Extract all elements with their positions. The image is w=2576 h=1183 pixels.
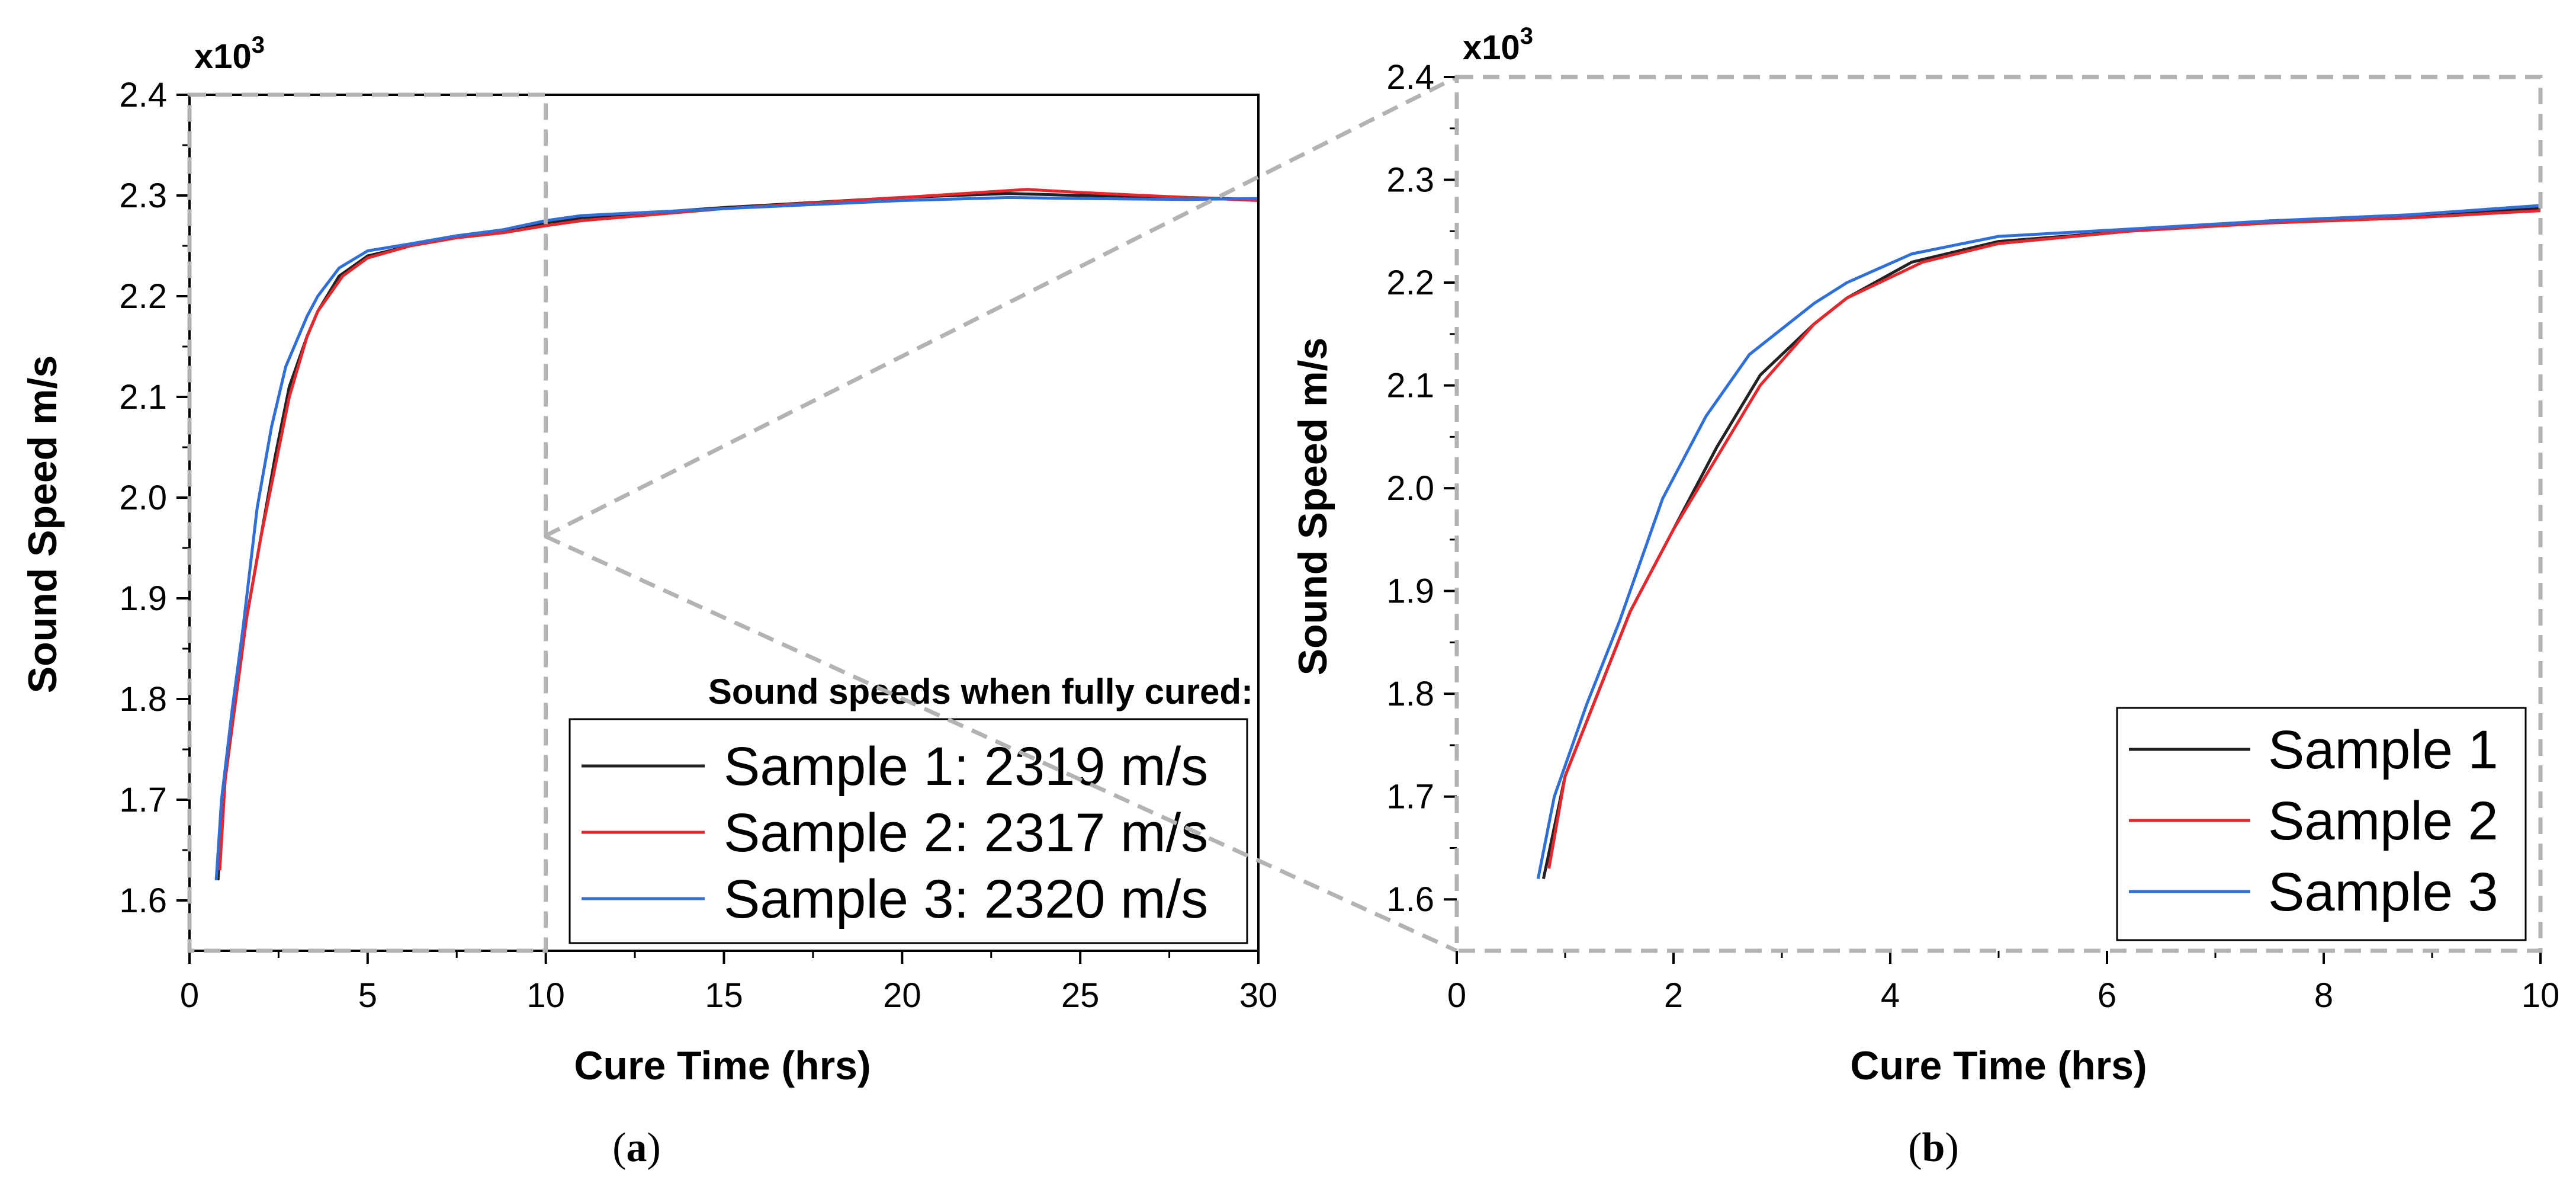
chart-b-x-tick-label: 4 xyxy=(1881,976,1900,1015)
panel-label-a: (a) xyxy=(612,1125,661,1171)
chart-a-legend: Sound speeds when fully cured: Sample 1:… xyxy=(568,672,1253,944)
chart-a-x-tick-label: 25 xyxy=(1061,976,1100,1015)
chart-a-x-axis-title: Cure Time (hrs) xyxy=(574,1043,871,1088)
chart-a-y-multiplier: x103 xyxy=(194,32,265,76)
chart-b-series xyxy=(1536,204,2541,880)
chart-b-legend-label-sample-3: Sample 3 xyxy=(2268,862,2498,922)
chart-a-series-line-sample-2 xyxy=(218,188,1259,871)
chart-a-legend-title: Sound speeds when fully cured: xyxy=(708,672,1253,711)
chart-a-y-tick-labels: 1.6 1.7 1.8 1.9 2.0 2.1 2.2 2.3 2.4 xyxy=(119,76,167,920)
chart-a-legend-label-sample-3: Sample 3: 2320 m/s xyxy=(724,869,1208,929)
chart-b-frame xyxy=(1454,75,2543,953)
chart-b-y-tick-label: 2.4 xyxy=(1386,58,1434,97)
chart-b-x-tick-label: 10 xyxy=(2522,976,2560,1015)
chart-b-y-tick-label: 2.1 xyxy=(1386,367,1434,405)
chart-a-y-axis-title: Sound Speed m/s xyxy=(20,355,65,694)
chart-a-x-tick-label: 10 xyxy=(526,976,565,1015)
chart-a-y-tick-label: 2.4 xyxy=(119,76,167,114)
panel-label-b: (b) xyxy=(1908,1125,1959,1171)
chart-b: 0 2 4 6 8 10 1.6 1.7 1.8 1.9 2.0 2.1 2.2 2.3 2.4 x103… xyxy=(1290,23,2559,1088)
chart-b-legend: Sample 1 Sample 2 Sample 3 xyxy=(2116,707,2527,941)
chart-a-x-tick-label: 15 xyxy=(705,976,743,1015)
chart-a-legend-label-sample-1: Sample 1: 2319 m/s xyxy=(724,736,1208,797)
chart-b-legend-label-sample-2: Sample 2 xyxy=(2268,791,2498,851)
chart-a-y-tick-label: 1.8 xyxy=(119,680,167,719)
chart-b-x-tick-label: 2 xyxy=(1664,976,1683,1015)
chart-a-y-tick-label: 1.9 xyxy=(119,579,167,618)
chart-b-y-tick-label: 1.6 xyxy=(1386,880,1434,919)
chart-b-x-tick-labels: 0 2 4 6 8 10 xyxy=(1447,976,2559,1015)
chart-a-series-line-sample-3 xyxy=(214,195,1259,881)
chart-b-y-tick-label: 1.9 xyxy=(1386,572,1434,611)
chart-b-y-tick-label: 1.8 xyxy=(1386,675,1434,713)
chart-a-y-tick-label: 1.6 xyxy=(119,881,167,920)
chart-b-x-tick-label: 8 xyxy=(2314,976,2333,1015)
chart-b-x-tick-label: 6 xyxy=(2098,976,2116,1015)
zoom-guide-lower xyxy=(544,534,1458,953)
chart-b-y-tick-label: 2.0 xyxy=(1386,469,1434,508)
chart-a-x-tick-label: 0 xyxy=(180,976,199,1015)
chart-a-x-tick-labels: 0 5 10 15 20 25 30 xyxy=(180,976,1277,1015)
chart-b-y-tick-labels: 1.6 1.7 1.8 1.9 2.0 2.1 2.2 2.3 2.4 xyxy=(1386,58,1434,919)
chart-a-y-tick-label: 2.0 xyxy=(119,479,167,517)
chart-b-x-tick-label: 0 xyxy=(1447,976,1466,1015)
chart-a-x-tick-label: 30 xyxy=(1239,976,1278,1015)
chart-a-legend-label-sample-2: Sample 2: 2317 m/s xyxy=(724,803,1208,863)
chart-b-series-line-sample-2 xyxy=(1547,209,2541,869)
chart-b-x-axis-title: Cure Time (hrs) xyxy=(1850,1043,2147,1088)
chart-b-y-tick-label: 2.3 xyxy=(1386,161,1434,200)
chart-a: 0 5 10 15 20 25 30 1.6 1.7 1.8 1.9 2.0 2.1 2.2 2.3 2.4… xyxy=(20,32,1277,1088)
chart-a-y-tick-label: 1.7 xyxy=(119,781,167,819)
chart-b-y-multiplier: x103 xyxy=(1463,23,1533,67)
chart-a-y-tick-label: 2.2 xyxy=(119,277,167,316)
chart-b-series-line-sample-3 xyxy=(1536,204,2541,879)
chart-a-zoom-window xyxy=(187,92,548,953)
chart-a-y-tick-label: 2.3 xyxy=(119,177,167,215)
zoom-guide-upper xyxy=(544,75,1458,538)
chart-b-y-tick-label: 2.2 xyxy=(1386,264,1434,302)
chart-a-x-tick-label: 5 xyxy=(358,976,377,1015)
chart-a-x-tick-label: 20 xyxy=(883,976,921,1015)
chart-b-y-axis-title: Sound Speed m/s xyxy=(1290,338,1335,676)
chart-a-y-tick-label: 2.1 xyxy=(119,378,167,416)
chart-b-legend-box xyxy=(2116,707,2527,941)
chart-a-series xyxy=(214,188,1259,881)
chart-b-y-tick-label: 1.7 xyxy=(1386,778,1434,816)
chart-b-legend-label-sample-1: Sample 1 xyxy=(2268,720,2498,780)
